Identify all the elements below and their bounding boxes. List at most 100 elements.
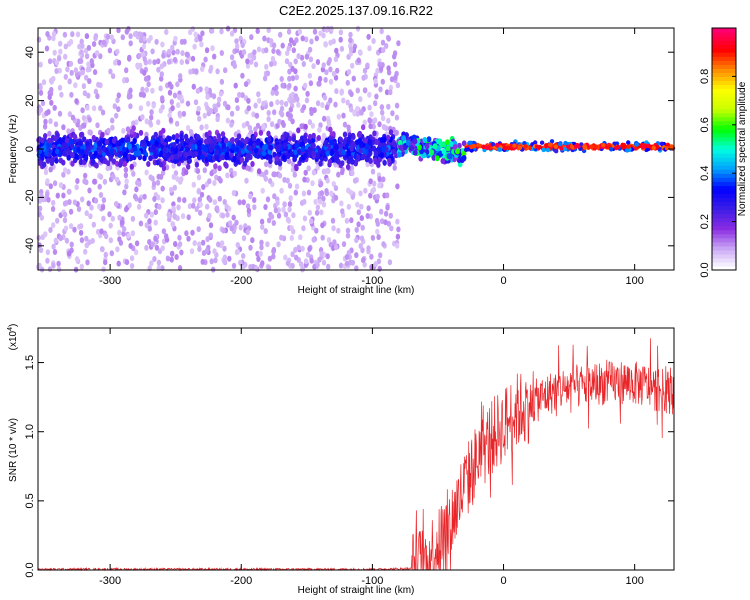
- spectrogram-cell: [292, 156, 297, 163]
- spectrogram-cell: [255, 153, 261, 159]
- spectrogram-cell: [133, 249, 139, 256]
- spectrogram-cell: [195, 134, 201, 140]
- spectrogram-cell: [61, 192, 66, 199]
- spectrogram-cell: [167, 135, 172, 142]
- spectrogram-cell: [94, 50, 100, 57]
- spectrogram-cell: [217, 96, 222, 103]
- spectrogram-cell: [259, 244, 264, 251]
- spectrogram-cell: [116, 260, 121, 267]
- spectrogram-cell: [165, 255, 171, 262]
- spectrogram-cell: [117, 229, 122, 236]
- spectrogram-cell: [184, 51, 190, 58]
- spectrogram-cell: [128, 87, 133, 94]
- spectrogram-cell: [121, 230, 126, 237]
- spectrogram-cell: [198, 35, 203, 42]
- spectrogram-cell: [180, 213, 186, 220]
- spectrogram-cell: [569, 144, 574, 149]
- x-tick-label: 100: [625, 275, 643, 287]
- spectrogram-cell: [375, 193, 380, 200]
- spectrogram-cell: [303, 152, 308, 159]
- spectrogram-cell: [326, 263, 331, 270]
- spectrogram-cell: [222, 245, 227, 252]
- colorbar-tick-label: 0.0: [699, 262, 711, 277]
- y-tick-label: 20: [24, 94, 36, 106]
- spectrogram-cell: [244, 177, 249, 184]
- spectrogram-cell: [93, 88, 99, 95]
- colorbar-segment: [712, 165, 736, 170]
- spectrogram-cell: [172, 56, 178, 63]
- spectrogram-cell: [99, 246, 105, 253]
- spectrogram-cell: [76, 206, 82, 212]
- spectrogram-cell: [213, 257, 218, 264]
- spectrogram-cell: [288, 195, 293, 202]
- spectrogram-cell: [214, 155, 219, 161]
- spectrogram-cell: [173, 153, 178, 160]
- spectrogram-cell: [293, 68, 298, 75]
- spectrogram-cell: [271, 253, 276, 260]
- spectrogram-cell: [114, 201, 119, 207]
- spectrogram-cell: [281, 122, 286, 128]
- spectrogram-cell: [68, 223, 74, 230]
- spectrogram-cell: [264, 47, 269, 54]
- spectrogram-cell: [250, 161, 255, 167]
- top-x-ticks: -300 -200 -100 0 100: [99, 28, 644, 287]
- spectrogram-cell: [262, 75, 268, 82]
- spectrogram-cell: [412, 149, 418, 156]
- spectrogram-cell: [558, 142, 563, 147]
- spectrogram-cell: [355, 105, 360, 112]
- colorbar-segment: [712, 161, 736, 166]
- spectrogram-cell: [170, 250, 175, 257]
- spectrogram-cell: [247, 124, 253, 131]
- spectrogram-cell: [67, 111, 73, 118]
- colorbar-ticks: 0.0 0.2 0.4 0.6 0.8: [699, 69, 736, 278]
- spectrogram-cell: [378, 65, 384, 72]
- spectrogram-cell: [124, 28, 129, 35]
- spectrogram-cell: [286, 45, 291, 52]
- spectrogram-cell: [221, 143, 226, 149]
- spectrogram-cell: [177, 241, 183, 248]
- spectrogram-cell: [146, 161, 151, 167]
- spectrogram-cell: [108, 68, 113, 75]
- spectrogram-cell: [50, 157, 55, 164]
- spectrogram-cell: [388, 84, 394, 91]
- spectrogram-cell: [349, 91, 354, 98]
- spectrogram-cell: [38, 61, 43, 68]
- spectrogram-cell: [279, 99, 284, 106]
- spectrogram-cell: [263, 228, 268, 235]
- y-multiplier-exponent: 4: [7, 327, 14, 331]
- spectrogram-cell: [78, 58, 84, 64]
- spectrogram-cell: [272, 109, 277, 116]
- spectrogram-cell: [360, 224, 365, 231]
- spectrogram-cell: [329, 139, 334, 146]
- spectrogram-cell: [54, 157, 59, 164]
- spectrogram-cell: [317, 75, 323, 82]
- spectrogram-cell: [301, 104, 307, 111]
- spectrogram-cell: [293, 85, 298, 92]
- spectrogram-cell: [395, 183, 400, 190]
- x-tick-label: 0: [500, 275, 506, 287]
- spectrogram-cell: [281, 154, 287, 161]
- spectrogram-cell: [182, 38, 187, 45]
- spectrogram-cell: [197, 246, 202, 252]
- spectrogram-cell: [95, 93, 100, 100]
- spectrogram-cell: [352, 177, 358, 184]
- colorbar-segment: [712, 177, 736, 182]
- spectrogram-cell: [245, 62, 251, 69]
- spectrogram-cell: [331, 70, 337, 77]
- spectrogram-cell: [157, 203, 162, 210]
- spectrogram-cell: [251, 111, 256, 118]
- spectrogram-cell: [69, 69, 74, 76]
- spectrogram-cell: [198, 209, 203, 216]
- spectrogram-cell: [129, 255, 135, 262]
- spectrogram-cell: [209, 170, 214, 177]
- spectrogram-cell: [213, 106, 218, 113]
- spectrogram-cell: [314, 227, 319, 234]
- spectrogram-cell: [137, 31, 143, 38]
- spectrogram-cell: [141, 43, 147, 50]
- spectrogram-cell: [394, 102, 400, 109]
- spectrogram-cell: [190, 144, 196, 151]
- spectrogram-cell: [169, 186, 174, 193]
- spectrogram-cell: [255, 250, 260, 257]
- spectrogram-cell: [212, 167, 218, 174]
